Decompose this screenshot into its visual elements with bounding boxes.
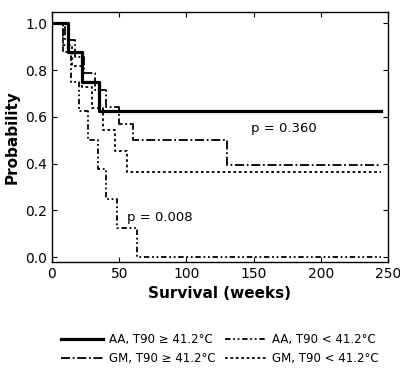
AA, T90 < 41.2°C: [134, 226, 139, 230]
AA, T90 < 41.2°C: [379, 255, 384, 259]
GM, T90 < 41.2°C: [70, 64, 74, 68]
AA, T90 < 41.2°C: [124, 226, 128, 230]
AA, T90 ≥ 41.2°C: [379, 109, 384, 113]
GM, T90 < 41.2°C: [60, 21, 65, 25]
AA, T90 < 41.2°C: [68, 79, 73, 84]
AA, T90 ≥ 41.2°C: [124, 109, 128, 113]
AA, T90 < 41.2°C: [103, 167, 108, 172]
GM, T90 ≥ 41.2°C: [224, 138, 229, 142]
GM, T90 < 41.2°C: [101, 106, 106, 110]
GM, T90 < 41.2°C: [70, 42, 74, 47]
AA, T90 ≥ 41.2°C: [66, 50, 70, 55]
GM, T90 < 41.2°C: [144, 170, 148, 174]
Text: p = 0.360: p = 0.360: [251, 122, 317, 135]
GM, T90 ≥ 41.2°C: [146, 138, 151, 142]
AA, T90 < 41.2°C: [103, 196, 108, 201]
AA, T90 < 41.2°C: [60, 50, 65, 55]
GM, T90 ≥ 41.2°C: [82, 71, 87, 75]
AA, T90 < 41.2°C: [76, 109, 81, 113]
GM, T90 ≥ 41.2°C: [379, 163, 384, 167]
AA, T90 ≥ 41.2°C: [154, 109, 159, 113]
GM, T90 < 41.2°C: [379, 170, 384, 174]
Text: p = 0.008: p = 0.008: [127, 211, 193, 224]
GM, T90 ≥ 41.2°C: [82, 54, 87, 59]
GM, T90 < 41.2°C: [113, 148, 118, 153]
AA, T90 < 41.2°C: [68, 50, 73, 55]
AA, T90 ≥ 41.2°C: [66, 21, 70, 25]
GM, T90 < 41.2°C: [60, 42, 65, 47]
GM, T90 ≥ 41.2°C: [224, 163, 229, 167]
AA, T90 < 41.2°C: [50, 21, 54, 25]
AA, T90 < 41.2°C: [124, 226, 128, 230]
GM, T90 < 41.2°C: [113, 127, 118, 132]
GM, T90 ≥ 41.2°C: [93, 88, 98, 92]
GM, T90 ≥ 41.2°C: [63, 21, 68, 25]
AA, T90 ≥ 41.2°C: [97, 79, 102, 84]
GM, T90 ≥ 41.2°C: [72, 54, 77, 59]
AA, T90 < 41.2°C: [86, 109, 91, 113]
AA, T90 ≥ 41.2°C: [50, 21, 54, 25]
GM, T90 ≥ 41.2°C: [146, 138, 151, 142]
GM, T90 ≥ 41.2°C: [93, 71, 98, 75]
AA, T90 < 41.2°C: [60, 21, 65, 25]
AA, T90 < 41.2°C: [95, 167, 100, 172]
Line: GM, T90 < 41.2°C: GM, T90 < 41.2°C: [52, 23, 381, 172]
GM, T90 < 41.2°C: [144, 170, 148, 174]
GM, T90 < 41.2°C: [177, 170, 182, 174]
GM, T90 ≥ 41.2°C: [130, 121, 135, 126]
GM, T90 ≥ 41.2°C: [117, 121, 122, 126]
GM, T90 < 41.2°C: [50, 21, 54, 25]
AA, T90 < 41.2°C: [114, 226, 119, 230]
Line: AA, T90 < 41.2°C: AA, T90 < 41.2°C: [52, 23, 381, 257]
AA, T90 ≥ 41.2°C: [379, 109, 384, 113]
AA, T90 ≥ 41.2°C: [154, 109, 159, 113]
AA, T90 ≥ 41.2°C: [79, 79, 84, 84]
GM, T90 ≥ 41.2°C: [50, 21, 54, 25]
AA, T90 < 41.2°C: [86, 138, 91, 142]
AA, T90 < 41.2°C: [76, 79, 81, 84]
GM, T90 ≥ 41.2°C: [177, 138, 182, 142]
GM, T90 < 41.2°C: [177, 170, 182, 174]
GM, T90 < 41.2°C: [90, 106, 95, 110]
AA, T90 ≥ 41.2°C: [79, 50, 84, 55]
GM, T90 ≥ 41.2°C: [130, 138, 135, 142]
GM, T90 < 41.2°C: [125, 148, 130, 153]
AA, T90 ≥ 41.2°C: [124, 109, 128, 113]
GM, T90 < 41.2°C: [90, 85, 95, 89]
GM, T90 ≥ 41.2°C: [117, 104, 122, 109]
Line: GM, T90 ≥ 41.2°C: GM, T90 ≥ 41.2°C: [52, 23, 381, 165]
GM, T90 ≥ 41.2°C: [63, 38, 68, 42]
GM, T90 < 41.2°C: [101, 127, 106, 132]
GM, T90 ≥ 41.2°C: [103, 104, 108, 109]
GM, T90 < 41.2°C: [79, 64, 84, 68]
GM, T90 ≥ 41.2°C: [72, 38, 77, 42]
GM, T90 ≥ 41.2°C: [177, 138, 182, 142]
GM, T90 < 41.2°C: [79, 85, 84, 89]
AA, T90 ≥ 41.2°C: [97, 109, 102, 113]
Legend: AA, T90 ≥ 41.2°C, GM, T90 ≥ 41.2°C, AA, T90 < 41.2°C, GM, T90 < 41.2°C: AA, T90 ≥ 41.2°C, GM, T90 ≥ 41.2°C, AA, …: [62, 333, 378, 365]
Line: AA, T90 ≥ 41.2°C: AA, T90 ≥ 41.2°C: [52, 23, 381, 111]
GM, T90 ≥ 41.2°C: [103, 88, 108, 92]
GM, T90 ≥ 41.2°C: [379, 163, 384, 167]
GM, T90 < 41.2°C: [379, 170, 384, 174]
AA, T90 < 41.2°C: [134, 255, 139, 259]
AA, T90 < 41.2°C: [95, 138, 100, 142]
AA, T90 < 41.2°C: [379, 255, 384, 259]
GM, T90 < 41.2°C: [125, 170, 130, 174]
AA, T90 < 41.2°C: [114, 196, 119, 201]
Y-axis label: Probability: Probability: [4, 90, 20, 184]
X-axis label: Survival (weeks): Survival (weeks): [148, 286, 292, 301]
